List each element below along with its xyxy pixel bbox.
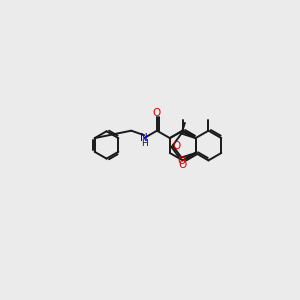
Text: H: H [141, 139, 148, 148]
Text: O: O [153, 108, 161, 118]
Text: O: O [178, 160, 187, 170]
Text: O: O [178, 156, 186, 166]
Text: N: N [140, 133, 148, 142]
Text: O: O [173, 140, 181, 151]
